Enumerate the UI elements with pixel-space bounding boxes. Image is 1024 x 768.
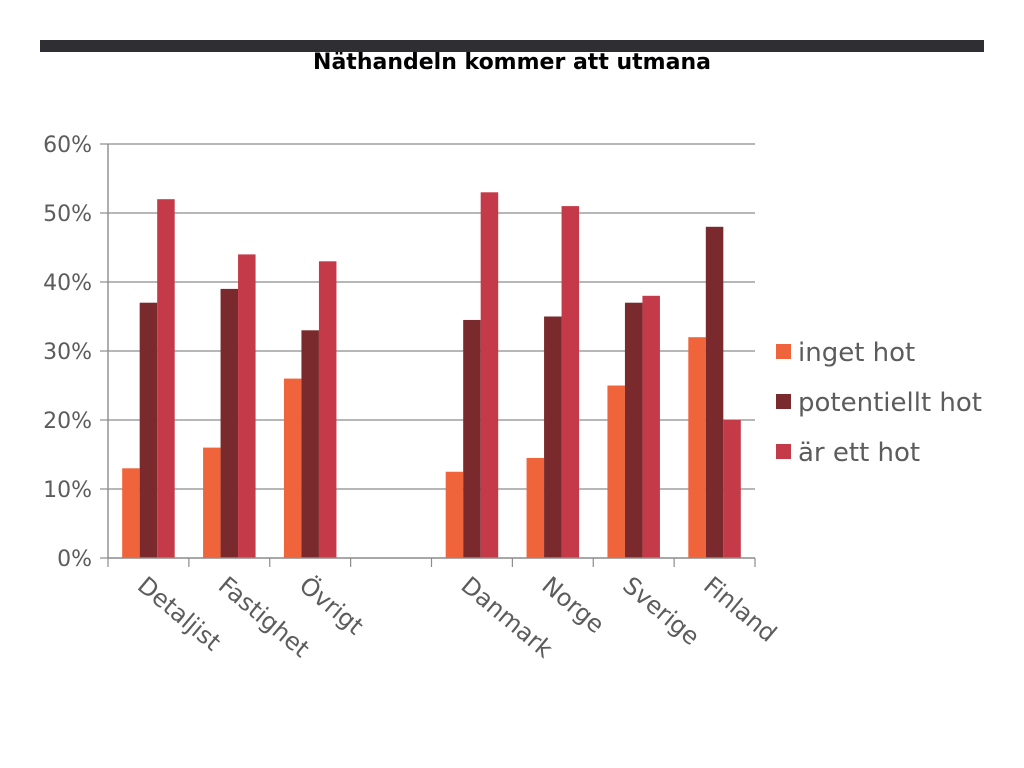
bar-är-ett-hot bbox=[157, 199, 175, 558]
bar-inget-hot bbox=[283, 378, 302, 558]
legend: inget hot potentiellt hot är ett hot bbox=[776, 338, 982, 468]
legend-label: potentiellt hot bbox=[798, 388, 982, 418]
bar-är-ett-hot bbox=[318, 261, 337, 558]
bars bbox=[122, 192, 741, 559]
bar-inget-hot bbox=[203, 447, 221, 558]
y-tick-label: 20% bbox=[43, 409, 92, 434]
bar-är-ett-hot bbox=[561, 206, 580, 558]
bar-potentiellt-hot bbox=[544, 316, 562, 558]
legend-label: är ett hot bbox=[798, 438, 920, 468]
bar-potentiellt-hot bbox=[220, 288, 239, 558]
bar-är-ett-hot bbox=[723, 420, 741, 558]
bar-potentiellt-hot bbox=[463, 319, 481, 558]
y-tick-label: 50% bbox=[43, 202, 92, 227]
y-tick-label: 30% bbox=[43, 340, 92, 365]
category-label: Finland bbox=[698, 571, 782, 648]
bar-inget-hot bbox=[122, 468, 140, 558]
legend-swatch bbox=[776, 394, 791, 409]
slide-title: Näthandeln kommer att utmana bbox=[313, 50, 711, 75]
bar-är-ett-hot bbox=[642, 295, 660, 558]
legend-swatch bbox=[776, 444, 791, 459]
y-tick-label: 0% bbox=[57, 547, 92, 572]
bar-inget-hot bbox=[445, 471, 464, 558]
category-label: Övrigt bbox=[294, 570, 370, 640]
category-label: Sverige bbox=[617, 571, 705, 651]
bar-inget-hot bbox=[688, 337, 706, 558]
bar-är-ett-hot bbox=[238, 254, 256, 558]
category-label: Norge bbox=[537, 571, 610, 639]
bar-inget-hot bbox=[526, 457, 545, 558]
y-tick-label: 10% bbox=[43, 478, 92, 503]
bar-potentiellt-hot bbox=[624, 302, 643, 558]
bar-potentiellt-hot bbox=[139, 302, 158, 558]
legend-label: inget hot bbox=[798, 338, 915, 368]
y-tick-label: 40% bbox=[43, 271, 92, 296]
y-tick-labels: 0% 10% 20% 30% 40% 50% 60% bbox=[43, 133, 92, 572]
axes bbox=[100, 143, 756, 567]
legend-swatch bbox=[776, 344, 791, 359]
category-label: Detaljist bbox=[132, 571, 226, 656]
y-tick-label: 60% bbox=[43, 133, 92, 158]
title-bar-divider bbox=[40, 40, 984, 52]
bar-är-ett-hot bbox=[480, 192, 499, 559]
bar-potentiellt-hot bbox=[301, 330, 319, 558]
bar-potentiellt-hot bbox=[705, 226, 724, 559]
bar-inget-hot bbox=[607, 385, 625, 558]
